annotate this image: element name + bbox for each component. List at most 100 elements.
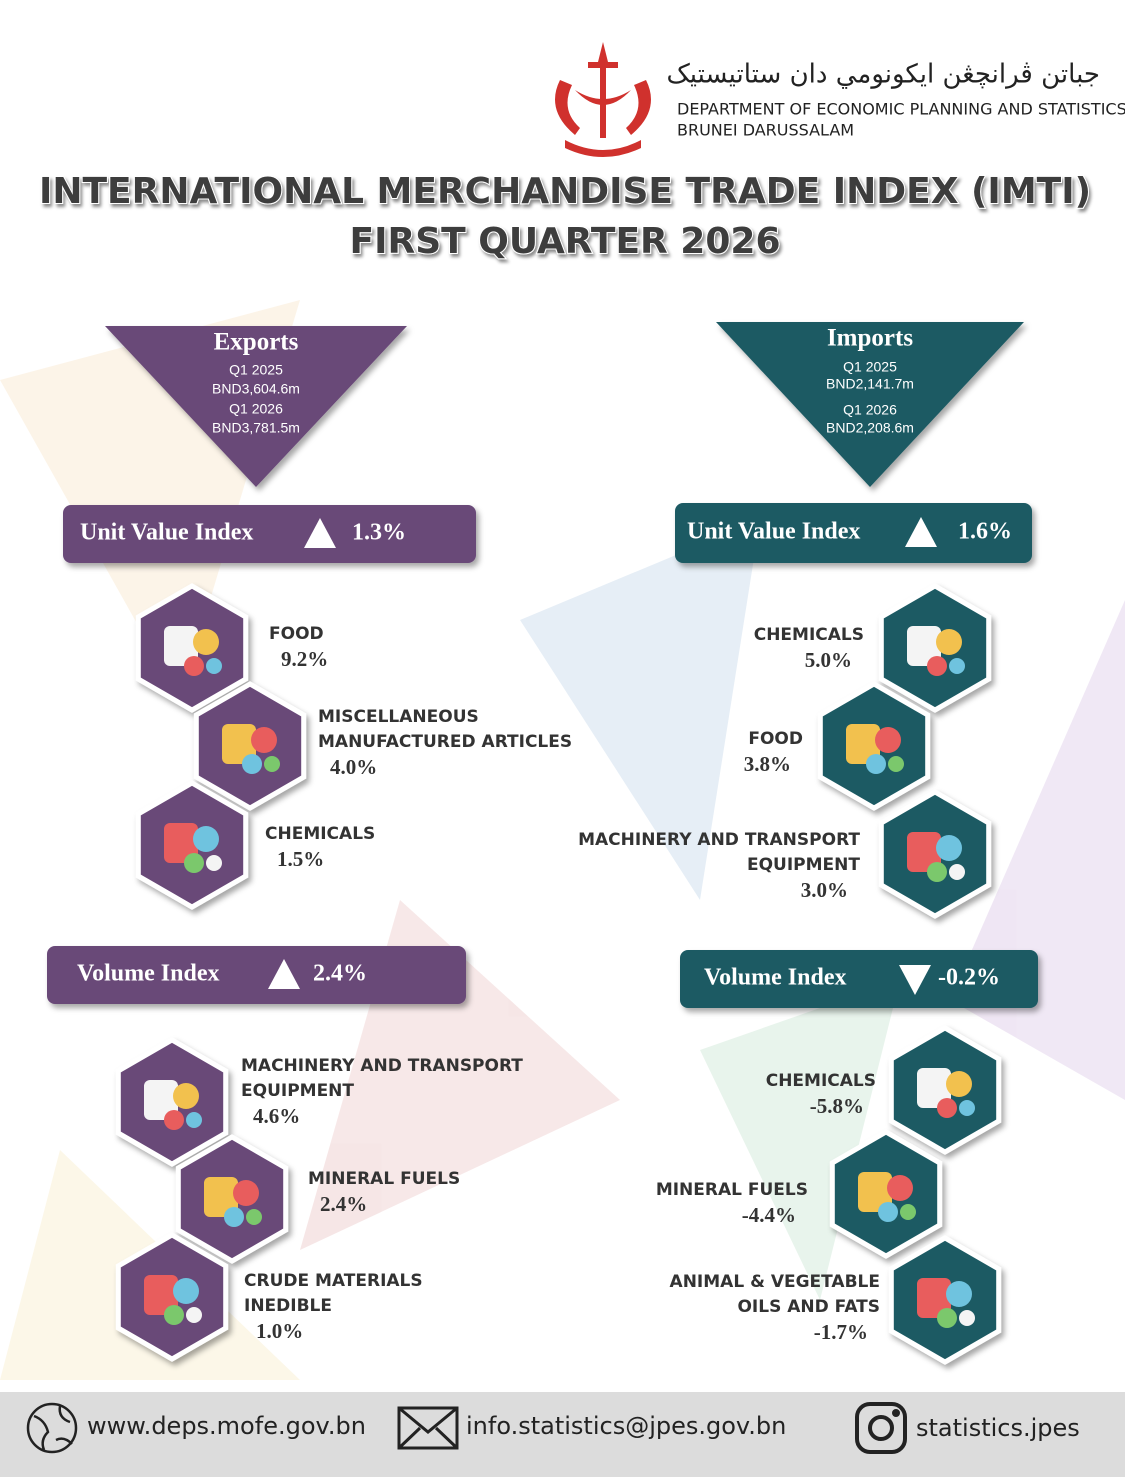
item-label: MINERAL FUELS <box>656 1180 808 1200</box>
item-change: 4.0% <box>330 755 377 779</box>
icon-part <box>186 1112 202 1128</box>
icon-part <box>173 1083 199 1109</box>
icon-part <box>917 1068 951 1108</box>
item-icon <box>144 1275 202 1325</box>
icon-part <box>164 626 198 666</box>
item-label: CHEMICALS <box>766 1071 876 1091</box>
icon-part <box>949 864 965 880</box>
icon-part <box>917 1278 951 1318</box>
item-label: CHEMICALS <box>265 824 375 844</box>
index-box <box>680 950 1038 1008</box>
icon-part <box>206 855 222 871</box>
item-label: MACHINERY AND TRANSPORT <box>241 1056 523 1076</box>
emblem <box>555 42 651 157</box>
item-change: 3.0% <box>801 878 848 902</box>
icon-part <box>184 656 204 676</box>
item-icon <box>204 1177 262 1227</box>
index-change: 1.3% <box>352 520 406 546</box>
icon-part <box>246 1209 262 1225</box>
icon-part <box>251 727 277 753</box>
item-label: OILS AND FATS <box>737 1297 880 1317</box>
item-change: -1.7% <box>814 1320 868 1344</box>
direction-arrow <box>905 517 937 547</box>
icon-part <box>164 1305 184 1325</box>
trade-triangle <box>716 322 1024 487</box>
item-change: 1.5% <box>277 847 324 871</box>
item-label: FOOD <box>748 729 803 749</box>
item-change: 1.0% <box>256 1319 303 1343</box>
period: Q1 2025 <box>229 362 283 378</box>
icon-part <box>186 1307 202 1323</box>
item-icon <box>846 724 904 774</box>
index-change: 1.6% <box>958 519 1012 545</box>
item-change: 5.0% <box>805 648 852 672</box>
icon-part <box>193 629 219 655</box>
icon-part <box>907 832 941 872</box>
icon-part <box>233 1180 259 1206</box>
content: Exports Q1 2025 BND3,604.6m Q1 2026 BND3,781… <box>47 322 1038 1365</box>
icon-part <box>222 724 256 764</box>
icon-part <box>164 823 198 863</box>
icon-part <box>875 727 901 753</box>
icon-part <box>866 754 886 774</box>
item-icon <box>144 1080 202 1130</box>
direction-arrow <box>304 518 336 548</box>
item-change: -5.8% <box>810 1094 864 1118</box>
item-change: 4.6% <box>253 1104 300 1128</box>
footer-band <box>0 1392 1125 1477</box>
item-label: MISCELLANEOUS <box>318 707 479 727</box>
direction-arrow <box>268 959 300 989</box>
item-label: MANUFACTURED ARTICLES <box>318 732 572 752</box>
icon-part <box>164 1110 184 1130</box>
icon-part <box>184 853 204 873</box>
icon-part <box>846 724 880 764</box>
item-label: EQUIPMENT <box>747 855 860 875</box>
icon-part <box>888 756 904 772</box>
item-label: CRUDE MATERIALS <box>244 1271 423 1291</box>
direction-arrow <box>899 965 931 995</box>
item-label: MINERAL FUELS <box>308 1169 460 1189</box>
arabic-name: جباتن ڤرانچڠن ايكونومي دان ستاتيستيک <box>667 60 1100 90</box>
trade-value: BND3,781.5m <box>212 420 300 436</box>
icon-part <box>206 658 222 674</box>
icon-part <box>936 835 962 861</box>
item-change: 3.8% <box>744 752 791 776</box>
index-box <box>47 946 466 1004</box>
index-change: 2.4% <box>313 961 367 987</box>
icon-part <box>949 658 965 674</box>
trade-value: BND2,208.6m <box>826 420 914 436</box>
item-label: ANIMAL & VEGETABLE <box>670 1272 880 1292</box>
instagram-icon <box>855 1402 907 1454</box>
icon-part <box>878 1202 898 1222</box>
trade-value: BND3,604.6m <box>212 381 300 397</box>
icon-part <box>959 1310 975 1326</box>
item-icon <box>164 626 222 676</box>
instagram: statistics.jpes <box>916 1414 1080 1442</box>
title-line: FIRST QUARTER 2026 <box>349 221 780 262</box>
index-label: Unit Value Index <box>687 519 860 545</box>
icon-part <box>173 1278 199 1304</box>
period: Q1 2026 <box>843 402 897 418</box>
icon-part <box>927 656 947 676</box>
icon-part <box>224 1207 244 1227</box>
item-icon <box>222 724 280 774</box>
item-change: 9.2% <box>281 647 328 671</box>
item-icon <box>917 1068 975 1118</box>
website: www.deps.mofe.gov.bn <box>87 1412 366 1440</box>
item-icon <box>907 626 965 676</box>
index-box <box>675 503 1032 563</box>
icon-part <box>900 1204 916 1220</box>
globe-icon <box>26 1402 78 1454</box>
trade-heading: Imports <box>827 325 913 352</box>
icon-part <box>946 1071 972 1097</box>
icon-part <box>144 1080 178 1120</box>
item-label: FOOD <box>269 624 324 644</box>
index-label: Volume Index <box>704 965 846 991</box>
icon-part <box>858 1172 892 1212</box>
email: info.statistics@jpes.gov.bn <box>466 1412 786 1440</box>
icon-part <box>204 1177 238 1217</box>
title-line: INTERNATIONAL MERCHANDISE TRADE INDEX (I… <box>39 171 1091 212</box>
mail-icon <box>397 1406 459 1450</box>
item-icon <box>858 1172 916 1222</box>
icon-part <box>936 629 962 655</box>
